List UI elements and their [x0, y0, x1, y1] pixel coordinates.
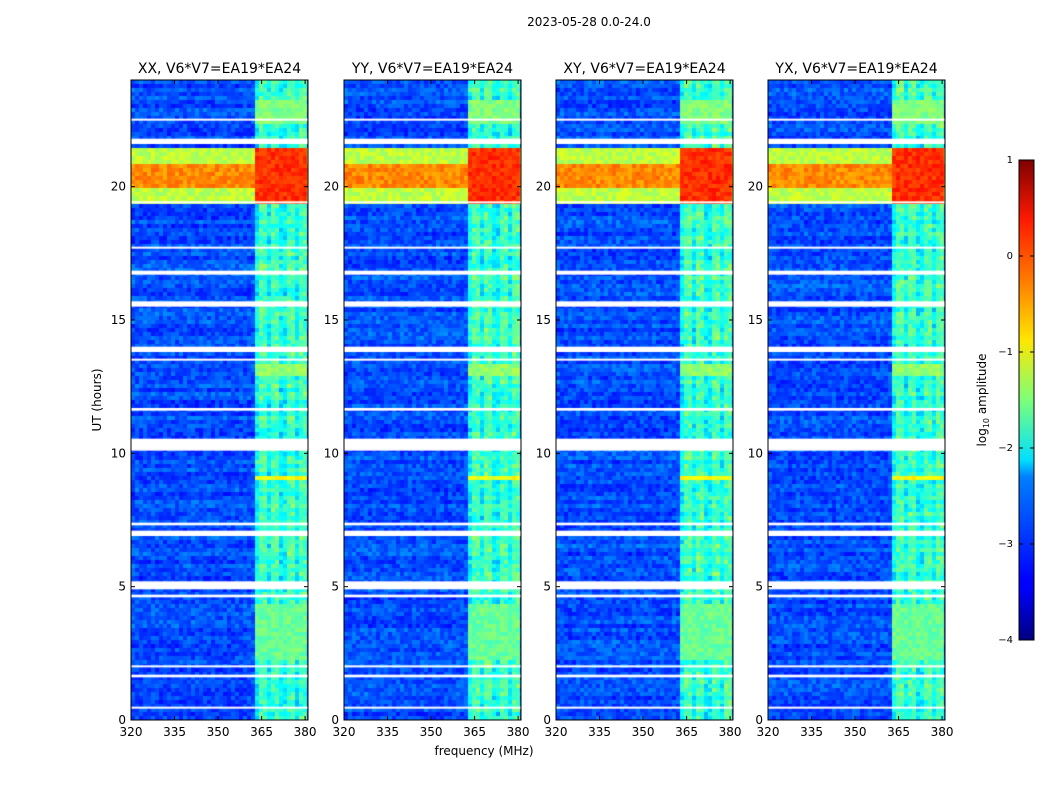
- heatmap-xy: [556, 80, 733, 720]
- panel-frame: [343, 79, 522, 721]
- panel-frame: [130, 79, 309, 721]
- colorbar-label: log10 amplitude: [975, 354, 991, 447]
- x-tick-label: 350: [420, 725, 443, 739]
- x-axis-label: frequency (MHz): [434, 744, 533, 758]
- panel-frame: [555, 79, 734, 721]
- colorbar-gradient: [1018, 159, 1035, 641]
- y-tick-label: 10: [748, 446, 763, 460]
- panel-yx: YX, V6*V7=EA19*EA24 320 335 350 365 380 0 5 10 15…: [748, 61, 954, 739]
- panel-title: YX, V6*V7=EA19*EA24: [774, 61, 937, 77]
- y-tick-label: 5: [755, 580, 763, 594]
- y-tick-label: 10: [324, 446, 339, 460]
- panel-title: XY, V6*V7=EA19*EA24: [563, 61, 725, 77]
- panel-xx: XX, V6*V7=EA19*EA24 320 335 350 365 380 0 5 10 15…: [111, 61, 317, 739]
- x-tick-label: 320: [757, 725, 780, 739]
- x-tick-label: 365: [250, 725, 273, 739]
- colorbar: −4 −3 −2 −1 0 1: [998, 155, 1035, 646]
- colorbar-tick-label: −4: [998, 635, 1013, 646]
- heatmap-yy: [344, 80, 521, 720]
- colorbar-tick-label: −2: [998, 443, 1013, 454]
- colorbar-label-base: log: [975, 428, 989, 446]
- x-tick-label: 320: [333, 725, 356, 739]
- y-tick-label: 15: [111, 313, 126, 327]
- panels-group: XX, V6*V7=EA19*EA24 320 335 350 365 380 0 5 10 15…: [111, 61, 954, 739]
- x-tick-label: 350: [632, 725, 655, 739]
- y-tick-label: 10: [111, 446, 126, 460]
- x-tick-label: 350: [844, 725, 867, 739]
- x-tick-label: 335: [163, 725, 186, 739]
- y-tick-label: 5: [331, 580, 339, 594]
- panel-xy: XY, V6*V7=EA19*EA24 320 335 350 365 380 0 5 10 15…: [536, 61, 742, 739]
- colorbar-tick-label: 1: [1007, 155, 1013, 166]
- x-tick-label: 380: [931, 725, 954, 739]
- heatmap-xx: [131, 80, 308, 720]
- x-tick-label: 365: [675, 725, 698, 739]
- y-tick-label: 20: [324, 180, 339, 194]
- y-tick-label: 5: [543, 580, 551, 594]
- x-tick-label: 365: [463, 725, 486, 739]
- x-tick-label: 335: [376, 725, 399, 739]
- x-tick-label: 335: [588, 725, 611, 739]
- colorbar-tick-label: −3: [998, 539, 1013, 550]
- y-tick-label: 0: [755, 713, 763, 727]
- y-tick-label: 20: [111, 180, 126, 194]
- y-axis-label: UT (hours): [90, 368, 104, 431]
- y-tick-label: 20: [748, 180, 763, 194]
- x-tick-label: 320: [120, 725, 143, 739]
- x-tick-label: 380: [294, 725, 317, 739]
- y-tick-label: 15: [748, 313, 763, 327]
- colorbar-tick-label: 0: [1007, 251, 1013, 262]
- y-tick-label: 15: [536, 313, 551, 327]
- figure-suptitle: 2023-05-28 0.0-24.0: [527, 15, 651, 29]
- y-tick-label: 0: [331, 713, 339, 727]
- panel-frame: [767, 79, 946, 721]
- y-tick-label: 5: [118, 580, 126, 594]
- y-tick-label: 10: [536, 446, 551, 460]
- x-tick-label: 335: [800, 725, 823, 739]
- x-tick-label: 320: [545, 725, 568, 739]
- x-tick-label: 380: [719, 725, 742, 739]
- colorbar-tick-label: −1: [998, 347, 1013, 358]
- panel-yy: YY, V6*V7=EA19*EA24 320 335 350 365 380 0 5 10 15…: [324, 61, 530, 739]
- colorbar-label-sub: 10: [982, 418, 991, 428]
- panel-title: XX, V6*V7=EA19*EA24: [138, 61, 301, 77]
- y-tick-label: 20: [536, 180, 551, 194]
- x-tick-label: 380: [507, 725, 530, 739]
- y-tick-label: 0: [543, 713, 551, 727]
- x-tick-label: 365: [887, 725, 910, 739]
- y-tick-label: 0: [118, 713, 126, 727]
- x-tick-label: 350: [207, 725, 230, 739]
- panel-title: YY, V6*V7=EA19*EA24: [351, 61, 513, 77]
- colorbar-label-rest: amplitude: [975, 354, 989, 418]
- heatmap-yx: [768, 80, 945, 720]
- y-tick-label: 15: [324, 313, 339, 327]
